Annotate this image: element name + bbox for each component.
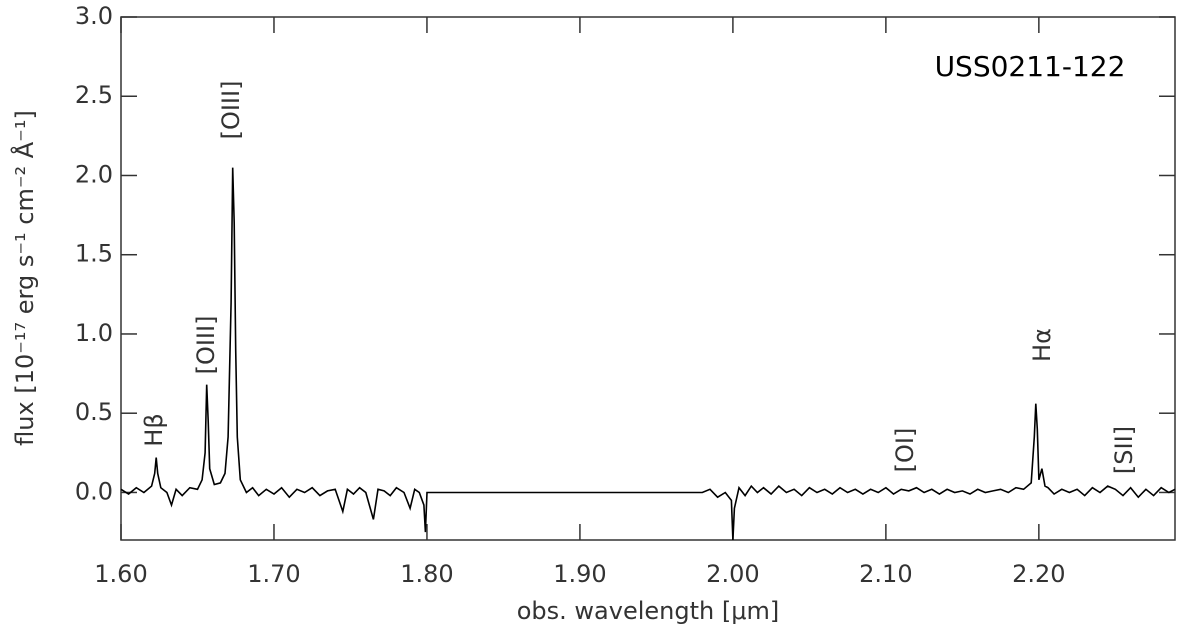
line-annotation: Hβ xyxy=(140,413,168,446)
x-tick-label: 2.20 xyxy=(1012,560,1065,588)
x-tick-label: 2.10 xyxy=(859,560,912,588)
line-annotation: [OIII] xyxy=(217,81,245,140)
y-tick-label: 1.0 xyxy=(75,319,113,347)
x-axis-label: obs. wavelength [μm] xyxy=(517,597,780,625)
y-tick-label: 0.0 xyxy=(75,477,113,505)
y-tick-label: 2.0 xyxy=(75,160,113,188)
y-axis-label: flux [10⁻¹⁷ erg s⁻¹ cm⁻² Å⁻¹] xyxy=(10,110,39,446)
chart-annotation-title: USS0211-122 xyxy=(935,50,1126,83)
x-tick-label: 1.80 xyxy=(400,560,453,588)
y-tick-label: 2.5 xyxy=(75,81,113,109)
line-annotation: Hα xyxy=(1028,328,1056,362)
x-tick-label: 1.90 xyxy=(553,560,606,588)
x-tick-label: 1.70 xyxy=(247,560,300,588)
x-tick-label: 1.60 xyxy=(94,560,147,588)
y-tick-label: 3.0 xyxy=(75,2,113,30)
y-tick-label: 1.5 xyxy=(75,240,113,268)
y-tick-label: 0.5 xyxy=(75,398,113,426)
line-annotation: [OI] xyxy=(891,428,919,473)
spectrum-line xyxy=(120,167,1176,541)
line-annotation: [SII] xyxy=(1110,426,1138,474)
plot-frame xyxy=(120,16,1176,541)
line-annotation: [OIII] xyxy=(192,316,220,375)
x-tick-label: 2.00 xyxy=(706,560,759,588)
